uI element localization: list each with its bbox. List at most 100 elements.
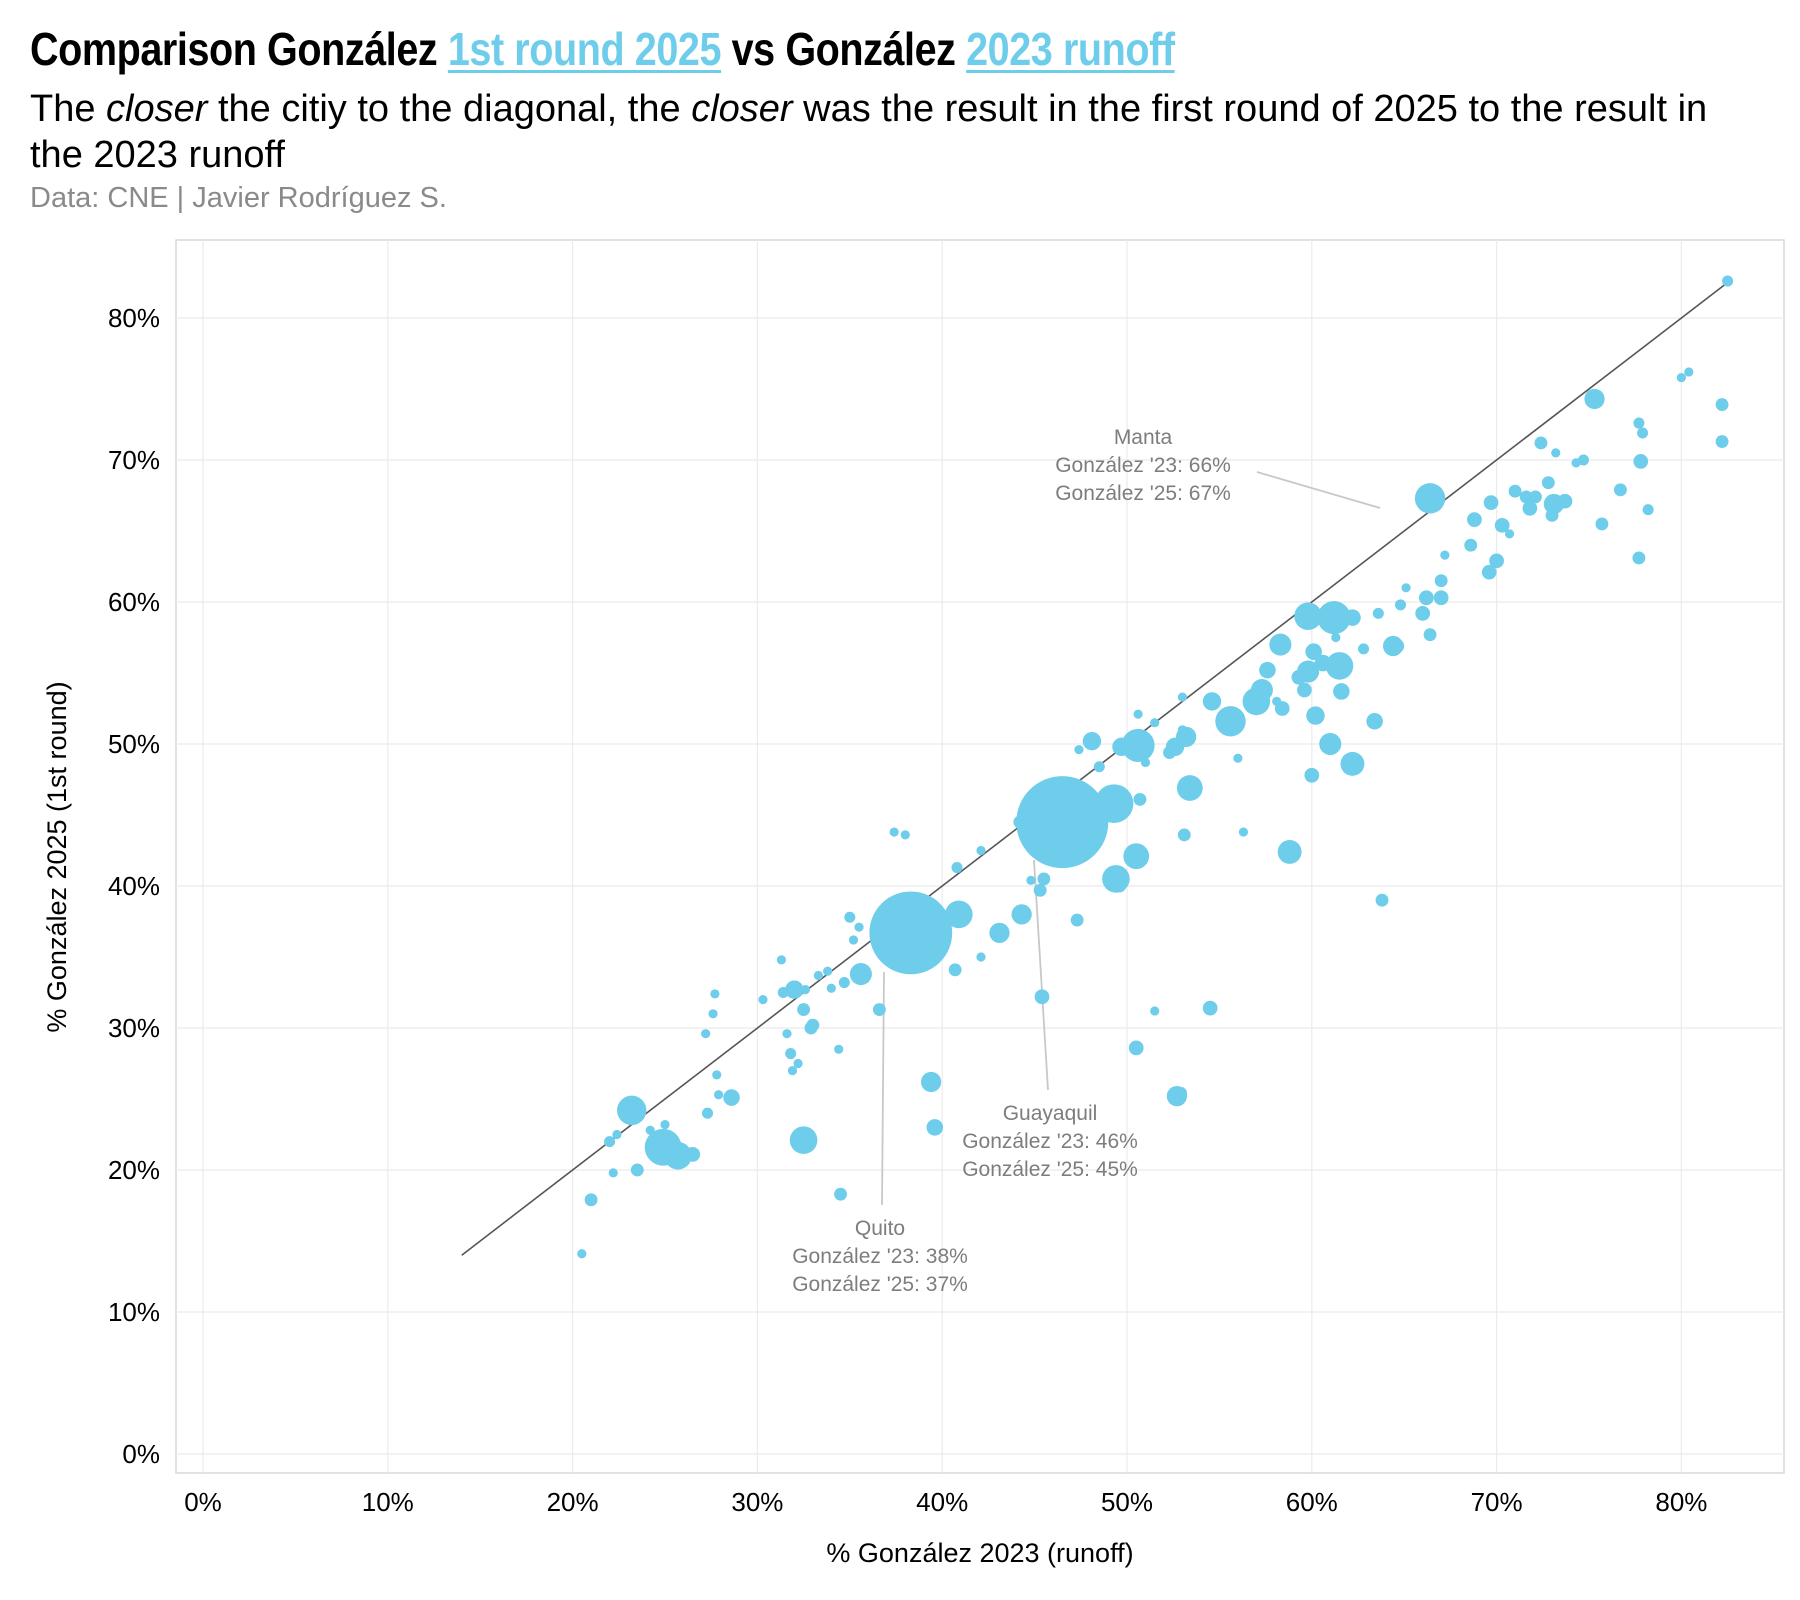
data-point[interactable] bbox=[1344, 609, 1361, 626]
title-link-2023-runoff[interactable]: 2023 runoff bbox=[966, 23, 1175, 75]
data-point[interactable] bbox=[1176, 775, 1203, 801]
data-point[interactable] bbox=[1150, 1006, 1160, 1016]
data-point[interactable] bbox=[1202, 1000, 1218, 1016]
data-point[interactable] bbox=[872, 1003, 886, 1016]
data-point[interactable] bbox=[787, 1066, 798, 1076]
data-point[interactable] bbox=[1128, 1040, 1144, 1056]
data-point[interactable] bbox=[1294, 602, 1322, 630]
data-point[interactable] bbox=[701, 1107, 714, 1119]
data-point[interactable] bbox=[708, 1009, 718, 1019]
data-point[interactable] bbox=[1113, 879, 1127, 893]
point-guayaquil[interactable] bbox=[1016, 776, 1109, 869]
data-point[interactable] bbox=[1613, 483, 1627, 497]
data-point[interactable] bbox=[838, 977, 850, 989]
data-point[interactable] bbox=[1082, 731, 1102, 751]
data-point[interactable] bbox=[1519, 490, 1533, 504]
data-point[interactable] bbox=[685, 1147, 701, 1162]
data-point[interactable] bbox=[797, 1003, 811, 1016]
data-point[interactable] bbox=[1358, 643, 1370, 655]
data-point[interactable] bbox=[889, 827, 899, 837]
data-point[interactable] bbox=[1423, 628, 1437, 642]
data-point[interactable] bbox=[873, 928, 904, 958]
data-point[interactable] bbox=[1133, 792, 1147, 806]
data-point[interactable] bbox=[1340, 751, 1365, 776]
data-point[interactable] bbox=[785, 980, 804, 999]
data-point[interactable] bbox=[1584, 388, 1605, 410]
data-point[interactable] bbox=[1325, 611, 1335, 621]
data-point[interactable] bbox=[793, 1058, 803, 1069]
data-point[interactable] bbox=[577, 1249, 587, 1259]
data-point[interactable] bbox=[1177, 692, 1188, 702]
data-point[interactable] bbox=[1504, 529, 1515, 539]
data-point[interactable] bbox=[1112, 737, 1131, 757]
data-point[interactable] bbox=[1394, 599, 1407, 611]
data-point[interactable] bbox=[758, 995, 768, 1005]
data-point[interactable] bbox=[849, 963, 872, 986]
data-point[interactable] bbox=[1250, 679, 1273, 702]
data-point[interactable] bbox=[777, 986, 789, 999]
data-point[interactable] bbox=[1238, 827, 1249, 837]
data-point[interactable] bbox=[1037, 872, 1051, 886]
data-point[interactable] bbox=[1375, 893, 1389, 907]
data-point[interactable] bbox=[608, 1168, 618, 1178]
data-point[interactable] bbox=[1722, 275, 1734, 287]
data-point[interactable] bbox=[1297, 682, 1312, 698]
data-point[interactable] bbox=[1534, 436, 1548, 450]
data-point[interactable] bbox=[1229, 722, 1239, 732]
data-point[interactable] bbox=[1483, 495, 1499, 510]
data-point[interactable] bbox=[782, 1029, 792, 1039]
data-point[interactable] bbox=[1233, 753, 1243, 763]
data-point[interactable] bbox=[945, 900, 973, 929]
data-point[interactable] bbox=[1314, 654, 1332, 672]
title-link-1st-round-2025[interactable]: 1st round 2025 bbox=[447, 23, 722, 75]
data-point[interactable] bbox=[1034, 989, 1050, 1005]
data-point[interactable] bbox=[834, 1044, 844, 1054]
data-point[interactable] bbox=[1632, 551, 1646, 565]
data-point[interactable] bbox=[789, 1126, 818, 1154]
data-point[interactable] bbox=[1434, 574, 1448, 588]
data-point[interactable] bbox=[1063, 787, 1073, 797]
data-point[interactable] bbox=[1528, 490, 1542, 504]
data-point[interactable] bbox=[1304, 767, 1320, 783]
data-point[interactable] bbox=[1433, 590, 1449, 606]
data-point[interactable] bbox=[1557, 493, 1573, 509]
data-point[interactable] bbox=[1467, 512, 1482, 527]
data-point[interactable] bbox=[844, 911, 856, 923]
data-point[interactable] bbox=[1150, 718, 1160, 728]
data-point[interactable] bbox=[712, 1070, 722, 1080]
point-manta[interactable] bbox=[1414, 483, 1446, 514]
data-point[interactable] bbox=[1325, 652, 1354, 680]
data-point[interactable] bbox=[920, 1071, 942, 1093]
data-point[interactable] bbox=[1642, 504, 1654, 516]
data-point[interactable] bbox=[1676, 373, 1686, 383]
data-point[interactable] bbox=[1305, 643, 1322, 660]
data-point[interactable] bbox=[1372, 607, 1384, 619]
data-point[interactable] bbox=[604, 1136, 616, 1148]
data-point[interactable] bbox=[1163, 746, 1176, 759]
data-point[interactable] bbox=[804, 1021, 818, 1035]
data-point[interactable] bbox=[1415, 606, 1431, 621]
data-point[interactable] bbox=[1401, 583, 1411, 593]
data-point[interactable] bbox=[1633, 454, 1649, 469]
data-point[interactable] bbox=[1331, 632, 1341, 643]
data-point[interactable] bbox=[1333, 683, 1350, 700]
data-point[interactable] bbox=[1026, 875, 1036, 885]
data-point[interactable] bbox=[645, 1125, 655, 1135]
data-point[interactable] bbox=[1177, 725, 1188, 735]
data-point[interactable] bbox=[1177, 828, 1191, 842]
data-point[interactable] bbox=[1033, 883, 1047, 897]
data-point[interactable] bbox=[1494, 517, 1510, 533]
data-point[interactable] bbox=[701, 1029, 711, 1039]
data-point[interactable] bbox=[1637, 427, 1649, 439]
data-point[interactable] bbox=[1277, 839, 1302, 864]
data-point[interactable] bbox=[1633, 417, 1645, 429]
data-point[interactable] bbox=[1571, 458, 1581, 468]
data-point[interactable] bbox=[1070, 913, 1084, 927]
data-point[interactable] bbox=[1715, 435, 1729, 448]
data-point[interactable] bbox=[1123, 843, 1150, 870]
data-point[interactable] bbox=[1094, 784, 1134, 823]
data-point[interactable] bbox=[1522, 500, 1538, 516]
data-point[interactable] bbox=[1541, 476, 1555, 490]
data-point[interactable] bbox=[1319, 732, 1342, 756]
data-point[interactable] bbox=[1489, 553, 1504, 569]
